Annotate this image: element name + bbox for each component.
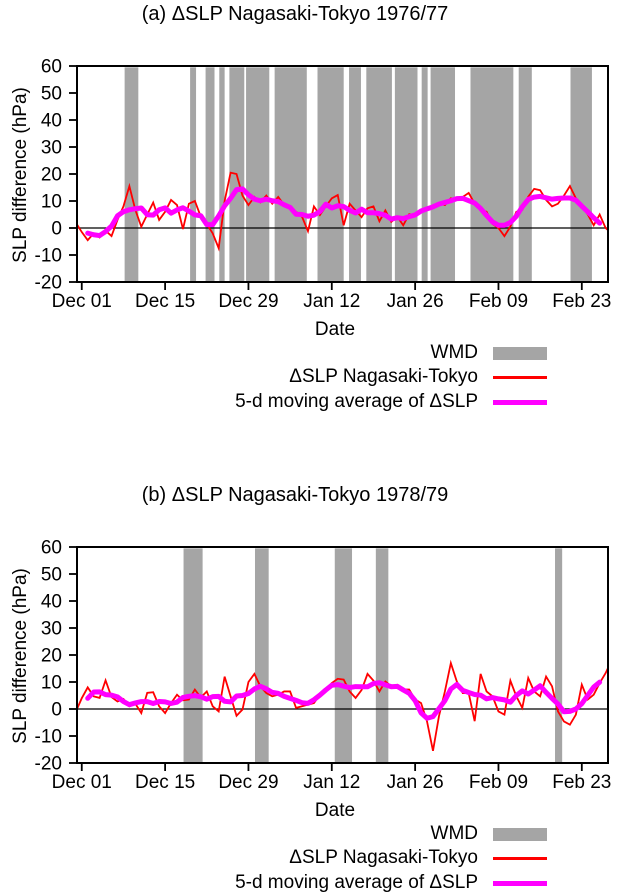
moving-average-line-swatch xyxy=(493,880,547,886)
plot-border xyxy=(76,546,609,764)
legend-entry-wmd: WMD xyxy=(431,342,547,364)
legend-label-moving-average: 5-d moving average of ΔSLP xyxy=(235,872,478,893)
x-tick-label: Jan 26 xyxy=(387,291,444,312)
wmd-band xyxy=(375,548,389,762)
wmd-band xyxy=(430,67,456,281)
wmd-band xyxy=(334,548,353,762)
moving-average-line xyxy=(85,679,603,721)
wmd-band xyxy=(183,548,203,762)
legend-entry-slp: ΔSLP Nagasaki-Tokyo xyxy=(289,847,547,869)
chart-a-section: (a) ΔSLP Nagasaki-Tokyo 1976/77 60 50 40 30… xyxy=(10,3,612,413)
wmd-band xyxy=(421,67,428,281)
x-tick-label: Dec 29 xyxy=(218,772,278,793)
legend-entry-slp: ΔSLP Nagasaki-Tokyo xyxy=(289,366,547,388)
moving-average-line-swatch xyxy=(493,399,547,405)
wmd-band xyxy=(205,67,215,281)
slp-series-line xyxy=(77,659,608,752)
x-tick-label: Dec 15 xyxy=(135,772,195,793)
chart-b-x-axis-label: Date xyxy=(314,800,356,821)
y-tick-label: 0 xyxy=(51,700,62,721)
legend-label-slp: ΔSLP Nagasaki-Tokyo xyxy=(289,366,478,387)
wmd-band xyxy=(470,67,514,281)
y-tick-label: 40 xyxy=(41,592,62,613)
wmd-band xyxy=(394,67,418,281)
x-tick-label: Feb 23 xyxy=(552,291,611,312)
y-tick-label: 20 xyxy=(41,165,62,186)
legend-label-wmd: WMD xyxy=(430,823,478,844)
wmd-band xyxy=(254,548,269,762)
wmd-band xyxy=(190,67,197,281)
legend-label-moving-average: 5-d moving average of ΔSLP xyxy=(235,391,478,412)
wmd-band xyxy=(518,67,532,281)
legend-entry-moving-average: 5-d moving average of ΔSLP xyxy=(235,872,547,894)
y-tick-label: 40 xyxy=(41,111,62,132)
x-tick-label: Jan 26 xyxy=(387,772,444,793)
legend-entry-wmd: WMD xyxy=(431,823,547,845)
legend-entry-moving-average: 5-d moving average of ΔSLP xyxy=(235,391,547,413)
y-tick-label: 10 xyxy=(41,673,62,694)
y-tick-label: -10 xyxy=(35,727,62,748)
chart-b-section: (b) ΔSLP Nagasaki-Tokyo 1978/79 60 50 40 30… xyxy=(0,481,618,895)
wmd-band xyxy=(349,67,361,281)
chart-b-title: (b) ΔSLP Nagasaki-Tokyo 1978/79 xyxy=(141,484,449,506)
chart-a-y-axis-label: SLP difference (hPa) xyxy=(10,87,31,263)
wmd-band xyxy=(246,67,270,281)
y-tick-label: 50 xyxy=(41,565,62,586)
legend-label-slp: ΔSLP Nagasaki-Tokyo xyxy=(289,847,478,868)
chart-a-x-axis-label: Date xyxy=(314,319,356,340)
x-tick-label: Dec 01 xyxy=(52,291,112,312)
y-tick-label: 30 xyxy=(41,138,62,159)
chart-a-title: (a) ΔSLP Nagasaki-Tokyo 1976/77 xyxy=(141,3,449,25)
x-tick-label: Feb 23 xyxy=(552,772,611,793)
moving-average-line xyxy=(85,186,603,239)
y-tick-label: 0 xyxy=(51,219,62,240)
y-tick-label: 20 xyxy=(41,646,62,667)
y-tick-label: 60 xyxy=(41,538,62,559)
x-tick-label: Dec 29 xyxy=(218,291,278,312)
wmd-band xyxy=(366,67,392,281)
wmd-band xyxy=(124,67,139,281)
wmd-band xyxy=(570,67,592,281)
slp-line-swatch xyxy=(493,375,547,379)
wmd-band-swatch xyxy=(493,827,547,841)
y-tick-label: -20 xyxy=(35,754,62,775)
slp-line-swatch xyxy=(493,856,547,860)
y-tick-label: 50 xyxy=(41,84,62,105)
x-tick-label: Dec 15 xyxy=(135,291,195,312)
wmd-band xyxy=(555,548,563,762)
wmd-band xyxy=(317,67,344,281)
x-tick-label: Feb 09 xyxy=(469,772,528,793)
y-tick-label: 30 xyxy=(41,619,62,640)
chart-b-y-axis-label: SLP difference (hPa) xyxy=(10,568,31,744)
y-tick-label: 10 xyxy=(41,192,62,213)
wmd-band xyxy=(274,67,307,281)
x-tick-label: Dec 01 xyxy=(52,772,112,793)
x-tick-label: Jan 12 xyxy=(303,291,360,312)
wmd-band xyxy=(219,67,225,281)
y-tick-label: -10 xyxy=(35,246,62,267)
plot-border xyxy=(76,65,609,283)
legend-label-wmd: WMD xyxy=(430,342,478,363)
wmd-band-swatch xyxy=(493,346,547,360)
x-tick-label: Jan 12 xyxy=(303,772,360,793)
y-tick-label: 60 xyxy=(41,57,62,78)
x-tick-label: Feb 09 xyxy=(469,291,528,312)
y-tick-label: -20 xyxy=(35,273,62,294)
